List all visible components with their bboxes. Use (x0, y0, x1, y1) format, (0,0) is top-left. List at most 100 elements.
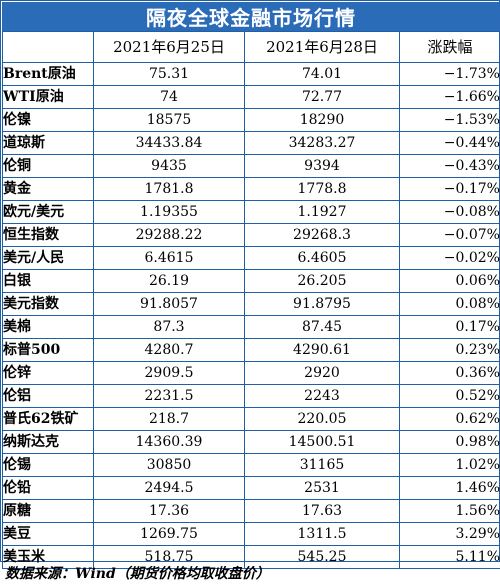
row-value-0625-cell: 518.75 (93, 545, 245, 569)
row-value-0628-cell: 1778.8 (244, 177, 400, 201)
row-change-cell: 0.17% (399, 315, 500, 339)
row-change-cell: −1.73% (399, 62, 500, 86)
row-change-cell: 5.11% (399, 545, 500, 569)
row-value-0625-cell: 17.36 (93, 499, 245, 523)
table-row: 白银 26.19 26.205 0.06% (2, 269, 500, 293)
row-name-cell: 普氏62铁矿 (2, 407, 94, 431)
row-change-cell: 0.62% (399, 407, 500, 431)
table-row: Brent原油 75.31 74.01 −1.73% (2, 62, 500, 86)
table-row: 伦锌 2909.5 2920 0.36% (2, 361, 500, 385)
market-table-frame: 隔夜全球金融市场行情 2021年6月25日 2021年6月28日 涨跌幅 Bre… (0, 0, 500, 569)
row-value-0628-cell: 26.205 (244, 269, 400, 293)
row-name-cell: 伦铅 (2, 476, 94, 500)
row-name-cell: 美豆 (2, 522, 94, 546)
row-value-0628-cell: 72.77 (244, 85, 400, 109)
table-row: 欧元/美元 1.19355 1.1927 −0.08% (2, 200, 500, 224)
table-row: 美元/人民 6.4615 6.4605 −0.02% (2, 246, 500, 270)
row-change-cell: −0.07% (399, 223, 500, 247)
row-name-cell: 标普500 (2, 338, 94, 362)
row-value-0625-cell: 26.19 (93, 269, 245, 293)
row-value-0625-cell: 75.31 (93, 62, 245, 86)
row-value-0628-cell: 2920 (244, 361, 400, 385)
table-row: WTI原油 74 72.77 −1.66% (2, 85, 500, 109)
table-title: 隔夜全球金融市场行情 (2, 2, 500, 31)
row-value-0625-cell: 2494.5 (93, 476, 245, 500)
row-value-0628-cell: 14500.51 (244, 430, 400, 454)
table-row: 伦锡 30850 31165 1.02% (2, 453, 500, 477)
row-name-cell: 欧元/美元 (2, 200, 94, 224)
row-name-cell: 伦镍 (2, 108, 94, 132)
row-change-cell: 0.98% (399, 430, 500, 454)
row-value-0628-cell: 1.1927 (244, 200, 400, 224)
row-change-cell: −0.02% (399, 246, 500, 270)
row-value-0628-cell: 4290.61 (244, 338, 400, 362)
row-name-cell: Brent原油 (2, 62, 94, 86)
row-change-cell: −0.44% (399, 131, 500, 155)
row-value-0625-cell: 4280.7 (93, 338, 245, 362)
row-change-cell: 1.46% (399, 476, 500, 500)
row-change-cell: 0.06% (399, 269, 500, 293)
table-row: 原糖 17.36 17.63 1.56% (2, 499, 500, 523)
table-row: 纳斯达克 14360.39 14500.51 0.98% (2, 430, 500, 454)
row-value-0628-cell: 2243 (244, 384, 400, 408)
row-name-cell: 道琼斯 (2, 131, 94, 155)
row-value-0628-cell: 17.63 (244, 499, 400, 523)
row-name-cell: 黄金 (2, 177, 94, 201)
table-row: 黄金 1781.8 1778.8 −0.17% (2, 177, 500, 201)
row-name-cell: 恒生指数 (2, 223, 94, 247)
row-value-0625-cell: 2909.5 (93, 361, 245, 385)
table-row: 标普500 4280.7 4290.61 0.23% (2, 338, 500, 362)
row-value-0625-cell: 218.7 (93, 407, 245, 431)
row-name-cell: 伦锌 (2, 361, 94, 385)
row-value-0625-cell: 91.8057 (93, 292, 245, 316)
table-row: 道琼斯 34433.84 34283.27 −0.44% (2, 131, 500, 155)
row-value-0625-cell: 2231.5 (93, 384, 245, 408)
table-row: 伦镍 18575 18290 −1.53% (2, 108, 500, 132)
row-change-cell: −1.66% (399, 85, 500, 109)
row-name-cell: 美元指数 (2, 292, 94, 316)
row-value-0625-cell: 74 (93, 85, 245, 109)
row-change-cell: −1.53% (399, 108, 500, 132)
table-row: 美豆 1269.75 1311.5 3.29% (2, 522, 500, 546)
table-row: 普氏62铁矿 218.7 220.05 0.62% (2, 407, 500, 431)
row-value-0625-cell: 18575 (93, 108, 245, 132)
row-change-cell: −0.17% (399, 177, 500, 201)
header-cell-change: 涨跌幅 (399, 31, 500, 63)
table-row: 美元指数 91.8057 91.8795 0.08% (2, 292, 500, 316)
table-row: 伦铜 9435 9394 −0.43% (2, 154, 500, 178)
row-value-0628-cell: 18290 (244, 108, 400, 132)
row-name-cell: WTI原油 (2, 85, 94, 109)
row-change-cell: 3.29% (399, 522, 500, 546)
row-name-cell: 白银 (2, 269, 94, 293)
row-change-cell: −0.08% (399, 200, 500, 224)
row-name-cell: 美元/人民 (2, 246, 94, 270)
row-value-0625-cell: 29288.22 (93, 223, 245, 247)
row-value-0628-cell: 6.4605 (244, 246, 400, 270)
row-value-0625-cell: 30850 (93, 453, 245, 477)
row-name-cell: 美棉 (2, 315, 94, 339)
row-value-0625-cell: 87.3 (93, 315, 245, 339)
row-name-cell: 纳斯达克 (2, 430, 94, 454)
row-value-0628-cell: 29268.3 (244, 223, 400, 247)
row-name-cell: 伦铝 (2, 384, 94, 408)
header-cell-date1: 2021年6月25日 (93, 31, 245, 63)
row-value-0628-cell: 9394 (244, 154, 400, 178)
row-change-cell: −0.43% (399, 154, 500, 178)
table-row: 伦铅 2494.5 2531 1.46% (2, 476, 500, 500)
market-quote-table: 2021年6月25日 2021年6月28日 涨跌幅 Brent原油 75.31 74… (2, 31, 500, 569)
row-value-0628-cell: 91.8795 (244, 292, 400, 316)
row-value-0628-cell: 87.45 (244, 315, 400, 339)
row-value-0628-cell: 31165 (244, 453, 400, 477)
row-value-0625-cell: 34433.84 (93, 131, 245, 155)
row-value-0628-cell: 74.01 (244, 62, 400, 86)
data-source-note: 数据来源：Wind（期货价格均取收盘价） (5, 566, 270, 582)
row-change-cell: 0.23% (399, 338, 500, 362)
row-value-0625-cell: 9435 (93, 154, 245, 178)
row-name-cell: 伦铜 (2, 154, 94, 178)
table-row: 美玉米 518.75 545.25 5.11% (2, 545, 500, 569)
row-change-cell: 1.02% (399, 453, 500, 477)
row-change-cell: 0.52% (399, 384, 500, 408)
header-row: 2021年6月25日 2021年6月28日 涨跌幅 (2, 31, 500, 63)
row-value-0625-cell: 14360.39 (93, 430, 245, 454)
row-name-cell: 伦锡 (2, 453, 94, 477)
